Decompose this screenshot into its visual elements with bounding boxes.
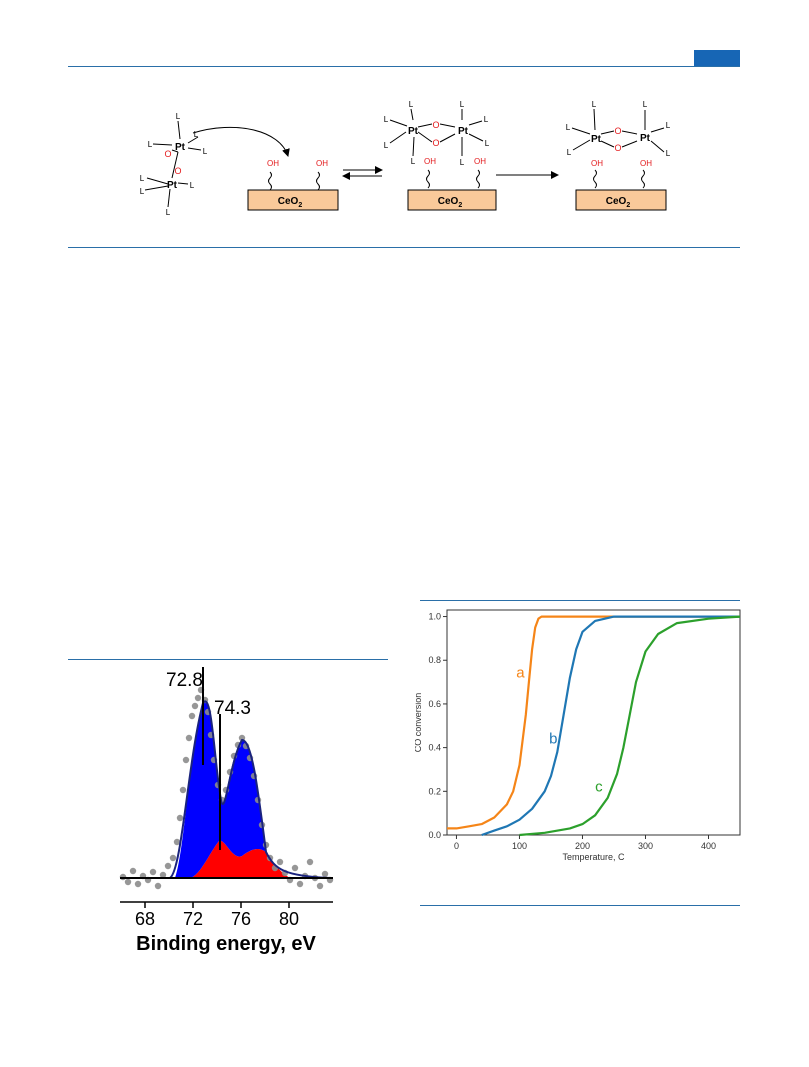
xps-tick: 68	[135, 909, 155, 929]
y-tick-label: 0.2	[428, 786, 441, 796]
svg-text:Pt: Pt	[408, 126, 419, 137]
svg-text:Pt: Pt	[167, 180, 178, 191]
x-axis-label: Temperature, C	[562, 852, 625, 862]
svg-text:L: L	[384, 141, 389, 150]
svg-text:Pt: Pt	[591, 134, 602, 145]
series-line-a	[447, 615, 740, 830]
y-tick-label: 0.4	[428, 743, 441, 753]
x-tick-label: 100	[512, 841, 527, 851]
svg-text:L: L	[592, 100, 597, 109]
xps-tick: 76	[231, 909, 251, 929]
xps-xlabel: Binding energy, eV	[136, 933, 316, 955]
svg-text:L: L	[666, 121, 671, 130]
co-conversion-chart: 0 100 200 300 400 0.0 0.2 0.4 0.6 0.8 1.0 Temperatu…	[415, 609, 741, 862]
x-tick-label: 400	[701, 841, 716, 851]
series-line-c	[519, 615, 741, 837]
y-tick-label: 0.6	[428, 699, 441, 709]
y-axis-label: CO conversion	[415, 693, 423, 753]
svg-text:L: L	[384, 115, 389, 124]
x-tick-label: 200	[575, 841, 590, 851]
svg-text:OH: OH	[640, 159, 652, 168]
svg-text:O: O	[174, 166, 181, 176]
svg-text:L: L	[140, 187, 145, 196]
svg-text:L: L	[566, 123, 571, 132]
svg-text:L: L	[140, 174, 145, 183]
svg-text:L: L	[460, 158, 465, 167]
support-label: CeO	[606, 196, 627, 207]
x-tick-label: 300	[638, 841, 653, 851]
y-tick-label: 1.0	[428, 612, 441, 622]
support-label: CeO	[438, 196, 459, 207]
svg-text:Pt: Pt	[640, 133, 651, 144]
svg-text:OH: OH	[424, 157, 436, 166]
svg-text:OH: OH	[474, 157, 486, 166]
svg-text:OH: OH	[316, 159, 328, 168]
svg-text:O: O	[614, 143, 621, 153]
x-tick-label: 0	[454, 841, 459, 851]
series-label-c: c	[595, 778, 603, 795]
svg-text:L: L	[194, 130, 199, 139]
svg-text:L: L	[485, 139, 490, 148]
svg-text:L: L	[190, 181, 195, 190]
scheme-bottom-rule	[68, 247, 740, 248]
peak-label-72-8: 72.8	[166, 670, 203, 691]
svg-text:L: L	[567, 148, 572, 157]
xps-component-red	[120, 840, 290, 878]
series-label-a: a	[516, 665, 525, 682]
support-label: CeO	[278, 196, 299, 207]
chart-bottom-rule	[420, 905, 740, 906]
reaction-scheme: CeO2 CeO2 CeO2 Pt Pt Pt Pt Pt Pt O O O O…	[140, 100, 671, 217]
svg-text:L: L	[411, 157, 416, 166]
xps-spectrum: 72.8 74.3 68 72 76 80 Binding energy, eV	[119, 667, 334, 955]
svg-text:OH: OH	[591, 159, 603, 168]
svg-text:CeO2: CeO2	[438, 196, 463, 209]
svg-text:Pt: Pt	[458, 126, 469, 137]
plot-frame	[446, 609, 741, 836]
svg-text:L: L	[203, 147, 208, 156]
peak-label-74-3: 74.3	[214, 698, 251, 719]
xps-fit-envelope	[120, 700, 331, 879]
svg-text:L: L	[166, 208, 171, 217]
svg-text:L: L	[460, 100, 465, 109]
svg-text:L: L	[643, 100, 648, 109]
xps-tick: 80	[279, 909, 299, 929]
svg-text:O: O	[614, 126, 621, 136]
header-tab	[694, 50, 740, 66]
series-line-b	[481, 615, 740, 837]
series-label-b: b	[549, 730, 557, 747]
y-tick-label: 0.0	[428, 830, 441, 840]
xps-tick: 72	[183, 909, 203, 929]
svg-text:L: L	[666, 149, 671, 158]
svg-text:OH: OH	[267, 159, 279, 168]
svg-text:L: L	[148, 140, 153, 149]
svg-text:L: L	[409, 100, 414, 109]
svg-text:CeO2: CeO2	[606, 196, 631, 209]
svg-text:O: O	[164, 149, 171, 159]
svg-text:CeO2: CeO2	[278, 196, 303, 209]
chart-top-rule	[420, 600, 740, 601]
svg-text:O: O	[432, 120, 439, 130]
svg-text:L: L	[176, 112, 181, 121]
svg-text:L: L	[484, 115, 489, 124]
y-tick-label: 0.8	[428, 655, 441, 665]
svg-text:Pt: Pt	[175, 142, 186, 153]
header-rule	[68, 66, 740, 67]
xps-top-rule	[68, 659, 388, 660]
svg-text:O: O	[432, 138, 439, 148]
